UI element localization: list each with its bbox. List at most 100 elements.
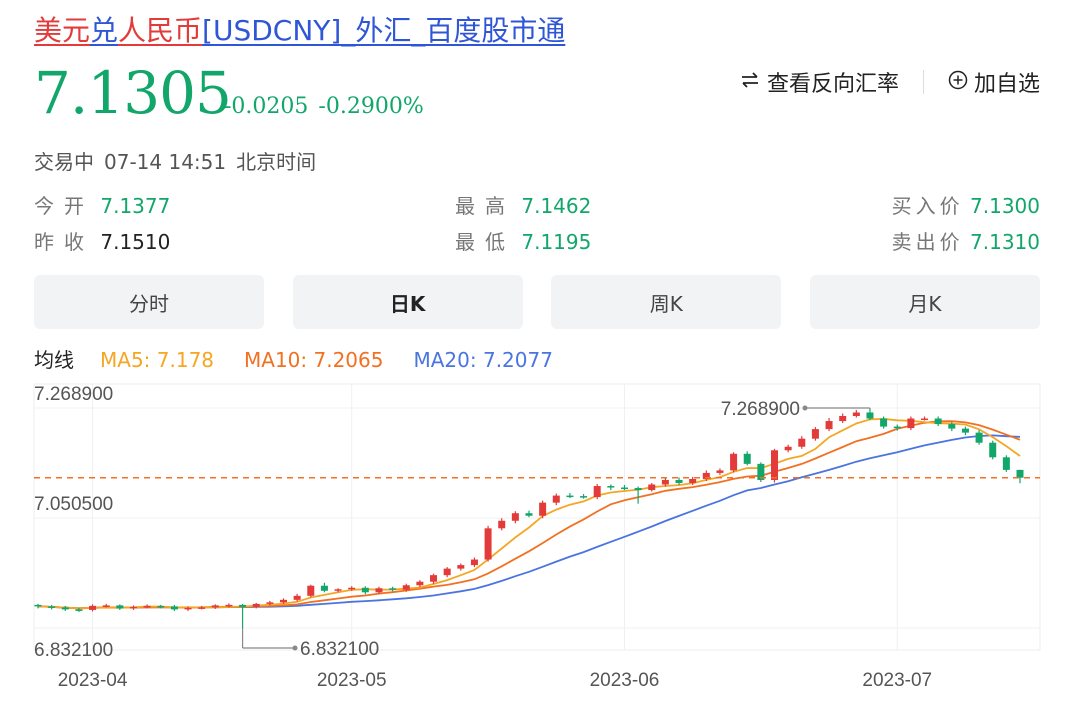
y-tick-label: 6.832100 xyxy=(34,640,113,661)
price-change: -0.0205 -0.2900% xyxy=(224,94,434,119)
reverse-rate-label: 查看反向汇率 xyxy=(766,72,899,97)
max-marker-dot xyxy=(802,405,808,411)
candle-body xyxy=(225,604,233,607)
ma20-legend: MA20: 7.2077 xyxy=(413,348,553,372)
tab-weekly-k[interactable]: 周K xyxy=(551,275,782,329)
low-label: 最低 xyxy=(455,230,515,254)
candle-body xyxy=(170,606,178,610)
open-label: 今开 xyxy=(34,194,94,218)
period-tabs: 分时 日K 周K 月K xyxy=(34,275,1040,329)
stat-open: 今开 7.1377 xyxy=(34,190,170,219)
ask-value: 7.1310 xyxy=(970,230,1040,254)
candle-body xyxy=(880,418,888,427)
candle-body xyxy=(702,472,710,479)
candle-body xyxy=(143,605,151,608)
candle-body xyxy=(1016,469,1024,478)
y-tick-label: 7.268900 xyxy=(34,384,113,405)
candle-body xyxy=(375,588,383,593)
kline-chart[interactable]: 7.268900 7.050500 6.832100 2023-04 2023-05 20… xyxy=(0,378,1080,703)
ma-title: 均线 xyxy=(34,348,74,372)
candle-body xyxy=(648,484,656,491)
candle-body xyxy=(75,609,83,611)
candle-body xyxy=(975,432,983,443)
candle-body xyxy=(661,479,669,485)
candle-body xyxy=(743,453,751,464)
x-tick-label: 2023-05 xyxy=(317,670,387,691)
min-marker-dot xyxy=(292,645,298,651)
ma-legend: 均线 MA5: 7.178 MA10: 7.2065 MA20: 7.2077 xyxy=(34,344,579,373)
candle-body xyxy=(416,581,424,586)
candle-body xyxy=(348,587,356,590)
tab-daily-k[interactable]: 日K xyxy=(292,275,523,329)
ask-label: 卖出价 xyxy=(891,230,964,254)
candle-body xyxy=(552,495,560,503)
tab-intraday[interactable]: 分时 xyxy=(34,275,264,329)
candle-body xyxy=(498,520,506,529)
stat-low: 最低 7.1195 xyxy=(455,226,591,255)
title-part-symbol[interactable]: [USDCNY]_外汇_百度股市通 xyxy=(202,14,566,47)
candle-body xyxy=(839,416,847,422)
candle-body xyxy=(921,418,929,421)
bid-value: 7.1300 xyxy=(970,194,1040,218)
candle-body xyxy=(907,418,915,429)
title-part-to[interactable]: 兑 xyxy=(90,14,119,47)
page-title[interactable]: 美元兑人民币[USDCNY]_外汇_百度股市通 xyxy=(34,12,565,50)
candle-body xyxy=(457,565,465,569)
candle-body xyxy=(239,604,247,607)
candle-body xyxy=(1002,457,1010,470)
actions-divider xyxy=(922,70,924,94)
quote-stats: 今开 7.1377 最高 7.1462 买入价 7.1300 昨收 7.1510… xyxy=(34,190,1040,262)
candle-body xyxy=(361,587,369,593)
candle-body xyxy=(525,513,533,516)
title-part-usd[interactable]: 美元 xyxy=(34,14,91,47)
candle-body xyxy=(184,607,192,610)
candle-body xyxy=(771,450,778,480)
plus-circle-icon xyxy=(948,70,968,95)
candle-body xyxy=(580,496,588,498)
candle-body xyxy=(280,599,287,603)
candle-body xyxy=(116,605,124,609)
y-tick-label: 7.050500 xyxy=(34,494,113,515)
candle-body xyxy=(402,585,410,590)
candle-body xyxy=(211,605,219,608)
swap-arrows-icon xyxy=(739,70,761,94)
candle-body xyxy=(607,486,615,488)
candle-body xyxy=(948,424,956,429)
candle-body xyxy=(593,486,601,498)
candle-body xyxy=(893,426,901,429)
candle-body xyxy=(89,605,97,610)
timezone-label: 北京时间 xyxy=(236,150,317,174)
change-value: -0.0205 xyxy=(224,94,309,119)
reverse-rate-button[interactable]: 查看反向汇率 xyxy=(739,66,899,98)
candle-body xyxy=(157,605,165,608)
low-value: 7.1195 xyxy=(521,230,592,254)
tab-monthly-k[interactable]: 月K xyxy=(809,275,1040,329)
add-watchlist-label: 加自选 xyxy=(973,72,1040,97)
candle-body xyxy=(320,585,328,591)
current-price: 7.1305 xyxy=(34,59,232,127)
candle-body xyxy=(470,559,478,566)
max-value-label: 7.268900 xyxy=(721,399,800,420)
candle-body xyxy=(293,595,301,600)
candle-body xyxy=(252,603,260,607)
title-part-cny[interactable]: 人民币 xyxy=(118,14,203,47)
ma20-line xyxy=(37,434,1021,610)
candle-body xyxy=(389,588,397,590)
candle-body xyxy=(566,495,574,498)
ma5-legend: MA5: 7.178 xyxy=(100,348,215,372)
candle-body xyxy=(798,438,806,447)
candle-body xyxy=(989,442,997,458)
open-value: 7.1377 xyxy=(100,194,171,218)
prev-close-value: 7.1510 xyxy=(100,230,171,254)
candle-body xyxy=(675,479,683,483)
candle-body xyxy=(811,429,819,439)
candle-body xyxy=(430,575,438,582)
add-watchlist-button[interactable]: 加自选 xyxy=(948,66,1040,98)
candle-body xyxy=(784,446,792,451)
candle-body xyxy=(34,604,42,607)
quote-actions: 查看反向汇率 加自选 xyxy=(739,66,1040,98)
candle-body xyxy=(198,607,206,609)
candle-body xyxy=(934,418,942,425)
candle-body xyxy=(634,488,642,491)
candle-body xyxy=(48,606,56,608)
